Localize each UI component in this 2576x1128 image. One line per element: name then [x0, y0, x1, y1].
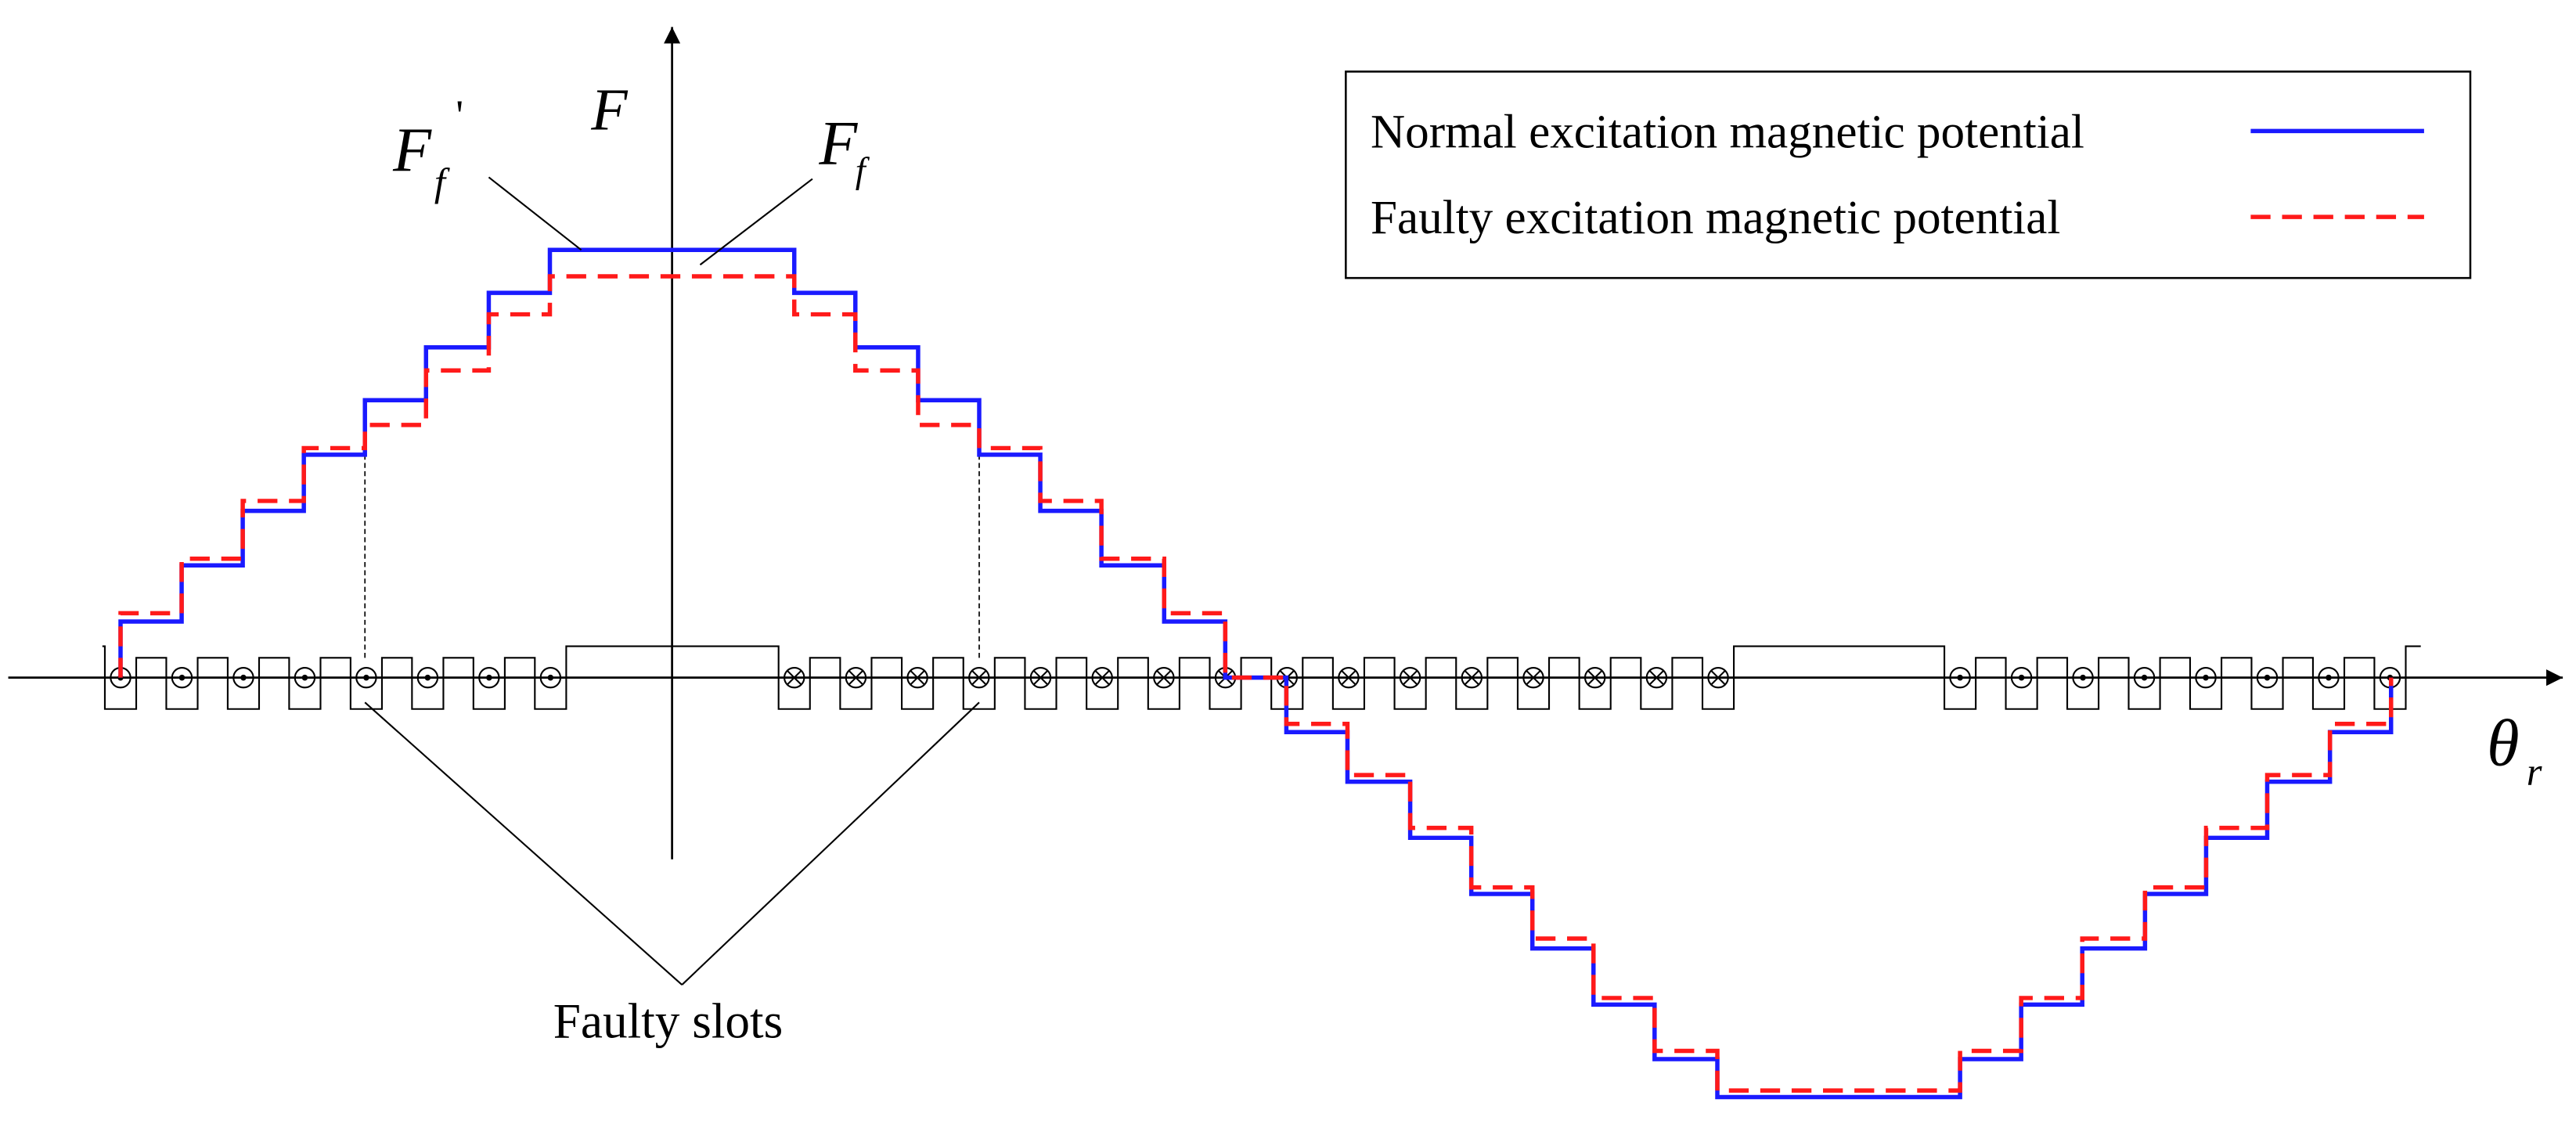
ff-label: F — [818, 110, 858, 178]
ff-leader — [699, 178, 813, 266]
f-axis-label: F — [590, 77, 629, 142]
ff-prime-subscript: f — [434, 160, 450, 204]
ff-prime-leader — [488, 176, 582, 251]
legend-normal-label: Normal excitation magnetic potential — [1371, 105, 2084, 158]
faulty-slots-leader-left — [364, 701, 683, 986]
legend: Normal excitation magnetic potential Fau… — [1345, 70, 2472, 279]
ff-prime-mark: ' — [456, 91, 463, 139]
normal-mmf-curve — [118, 247, 2394, 1100]
ff-prime-label: F — [392, 116, 432, 185]
ff-subscript: f — [856, 151, 870, 191]
faulty-slots-leader-right — [681, 701, 980, 986]
faulty-mmf-curve — [118, 274, 2394, 1093]
theta-axis-subscript: r — [2527, 750, 2542, 794]
faulty-slots-label: Faulty slots — [553, 994, 784, 1049]
slot-outline — [102, 645, 2421, 710]
legend-box — [1345, 70, 2472, 279]
theta-axis-label: θ — [2487, 707, 2519, 780]
legend-faulty-label: Faulty excitation magnetic potential — [1371, 191, 2060, 244]
